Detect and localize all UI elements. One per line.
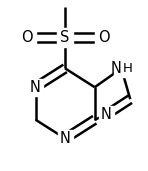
Text: N: N	[30, 80, 41, 95]
Bar	[58, 130, 73, 147]
Text: O: O	[21, 30, 32, 45]
Text: S: S	[60, 30, 70, 45]
Text: N: N	[60, 131, 71, 146]
Text: H: H	[123, 62, 133, 75]
Bar	[95, 28, 112, 47]
Bar	[114, 60, 136, 77]
Text: O: O	[98, 30, 109, 45]
Bar	[57, 28, 73, 47]
Text: N: N	[101, 107, 112, 122]
Text: N: N	[111, 61, 121, 76]
Bar	[28, 79, 43, 96]
Bar	[18, 28, 36, 47]
Bar	[99, 106, 114, 123]
